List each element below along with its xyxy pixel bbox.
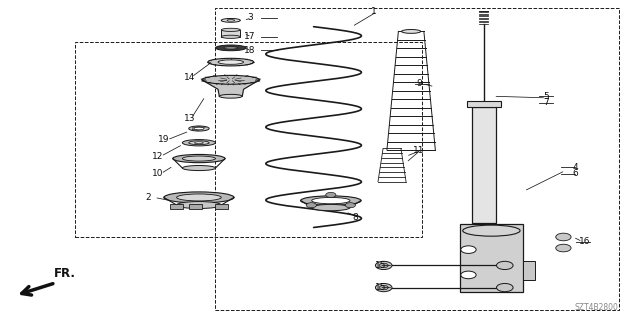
Ellipse shape bbox=[312, 204, 350, 211]
Text: 4: 4 bbox=[572, 163, 578, 172]
Ellipse shape bbox=[312, 197, 350, 204]
Bar bbox=[472, 107, 496, 223]
Ellipse shape bbox=[224, 47, 238, 49]
Circle shape bbox=[380, 286, 388, 290]
Ellipse shape bbox=[177, 202, 221, 209]
Polygon shape bbox=[202, 80, 259, 96]
Circle shape bbox=[497, 261, 513, 270]
Text: 10: 10 bbox=[152, 169, 163, 178]
Ellipse shape bbox=[216, 45, 246, 51]
Text: 11: 11 bbox=[413, 145, 424, 154]
Bar bbox=[467, 101, 500, 107]
Circle shape bbox=[556, 233, 571, 241]
Text: 6: 6 bbox=[572, 169, 578, 178]
Circle shape bbox=[376, 261, 392, 270]
Circle shape bbox=[326, 192, 336, 197]
Ellipse shape bbox=[182, 156, 216, 161]
Circle shape bbox=[556, 244, 571, 252]
Text: 14: 14 bbox=[184, 73, 195, 82]
Text: 16: 16 bbox=[579, 237, 590, 246]
Text: 13: 13 bbox=[184, 114, 195, 123]
Ellipse shape bbox=[221, 19, 241, 22]
Ellipse shape bbox=[177, 194, 221, 201]
Text: 1: 1 bbox=[371, 7, 377, 16]
Ellipse shape bbox=[164, 192, 234, 203]
Text: 7: 7 bbox=[543, 98, 549, 107]
Text: 5: 5 bbox=[543, 92, 549, 101]
Ellipse shape bbox=[173, 154, 225, 163]
Text: 19: 19 bbox=[158, 135, 170, 145]
Ellipse shape bbox=[189, 126, 209, 131]
Circle shape bbox=[376, 284, 392, 292]
Bar bbox=[189, 204, 202, 209]
Text: 9: 9 bbox=[416, 79, 422, 88]
Circle shape bbox=[380, 263, 388, 268]
Text: 8: 8 bbox=[352, 212, 358, 222]
Ellipse shape bbox=[301, 196, 361, 205]
Ellipse shape bbox=[220, 94, 243, 98]
Text: 12: 12 bbox=[152, 152, 163, 161]
Ellipse shape bbox=[221, 28, 241, 32]
Ellipse shape bbox=[194, 127, 204, 130]
Ellipse shape bbox=[202, 75, 259, 84]
Ellipse shape bbox=[401, 30, 420, 33]
Bar bbox=[215, 204, 228, 209]
Ellipse shape bbox=[227, 19, 235, 21]
Ellipse shape bbox=[195, 142, 204, 144]
Text: SZT4B2800: SZT4B2800 bbox=[574, 303, 618, 312]
Text: 3: 3 bbox=[247, 13, 253, 22]
Ellipse shape bbox=[208, 58, 253, 66]
Text: FR.: FR. bbox=[54, 267, 76, 280]
Bar bbox=[170, 204, 183, 209]
Ellipse shape bbox=[189, 141, 209, 145]
Ellipse shape bbox=[182, 166, 216, 171]
Ellipse shape bbox=[463, 225, 520, 236]
Text: 18: 18 bbox=[244, 46, 255, 55]
Text: 15: 15 bbox=[375, 261, 387, 270]
Circle shape bbox=[345, 203, 355, 208]
Text: 15: 15 bbox=[375, 283, 387, 292]
Text: 2: 2 bbox=[145, 193, 151, 202]
Bar bbox=[524, 261, 535, 280]
Circle shape bbox=[461, 246, 476, 253]
Bar bbox=[215, 8, 620, 310]
Ellipse shape bbox=[182, 140, 216, 146]
Text: 17: 17 bbox=[244, 32, 255, 41]
Bar bbox=[75, 42, 422, 237]
Bar bbox=[460, 224, 524, 292]
Bar bbox=[221, 30, 241, 37]
Ellipse shape bbox=[221, 35, 241, 38]
Circle shape bbox=[497, 284, 513, 292]
Circle shape bbox=[307, 203, 316, 208]
Circle shape bbox=[461, 271, 476, 279]
Ellipse shape bbox=[218, 60, 244, 64]
